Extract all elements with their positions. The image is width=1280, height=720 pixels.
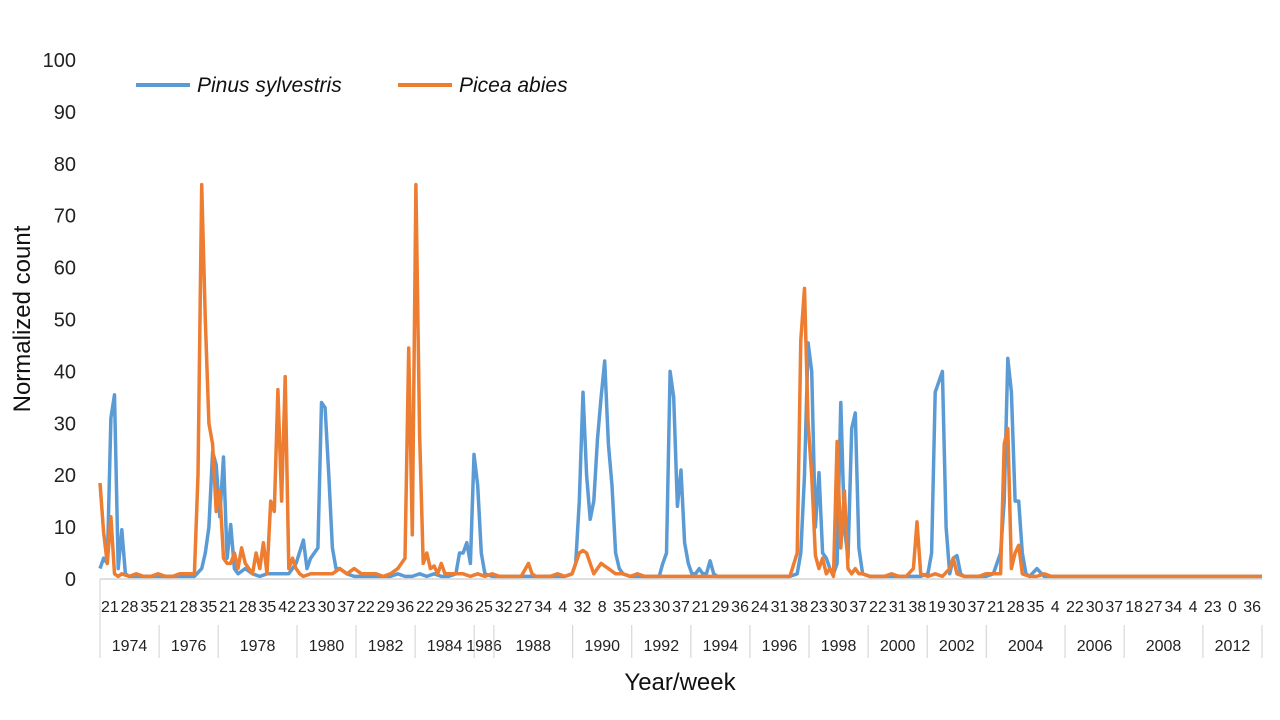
- x-tick-week-label: 23: [633, 599, 651, 616]
- x-tick-week-label: 4: [1189, 599, 1198, 616]
- x-tick-week-label: 36: [455, 599, 473, 616]
- x-tick-week-label: 8: [598, 599, 607, 616]
- x-tick-week-label: 22: [869, 599, 887, 616]
- x-axis-title: Year/week: [624, 669, 736, 696]
- x-tick-week-label: 35: [140, 599, 158, 616]
- x-tick-week-label: 28: [1007, 599, 1025, 616]
- y-axis: 0 10 20 30 40 50 60 70 80 90 100: [43, 50, 76, 591]
- legend-label-picea-abies: Picea abies: [459, 74, 568, 97]
- x-tick-week-label: 21: [692, 599, 710, 616]
- x-tick-week-label: 21: [987, 599, 1005, 616]
- x-tick-year-label: 1988: [515, 638, 551, 655]
- y-tick-label: 40: [54, 361, 76, 383]
- x-tick-year-label: 1980: [309, 638, 345, 655]
- x-tick-week-label: 34: [1164, 599, 1182, 616]
- x-tick-week-label: 23: [1204, 599, 1222, 616]
- x-tick-week-label: 29: [436, 599, 454, 616]
- x-tick-week-label: 30: [830, 599, 848, 616]
- x-tick-year-label: 2000: [880, 638, 916, 655]
- x-tick-year-label: 1984: [427, 638, 463, 655]
- series-layer: [98, 182, 1262, 579]
- y-tick-label: 0: [65, 569, 76, 591]
- y-tick-label: 30: [54, 413, 76, 435]
- x-tick-week-label: 22: [416, 599, 434, 616]
- x-tick-week-label: 18: [1125, 599, 1143, 616]
- x-tick-week-label: 22: [1066, 599, 1084, 616]
- y-tick-label: 60: [54, 258, 76, 280]
- x-tick-week-label: 37: [968, 599, 986, 616]
- x-tick-week-label: 21: [101, 599, 119, 616]
- x-tick-week-label: 37: [1105, 599, 1123, 616]
- y-tick-label: 80: [54, 154, 76, 176]
- x-tick-week-label: 31: [771, 599, 789, 616]
- x-tick-year-label: 2012: [1215, 638, 1251, 655]
- x-tick-year-label: 1994: [703, 638, 739, 655]
- x-tick-week-label: 28: [180, 599, 198, 616]
- x-tick-week-label: 0: [1228, 599, 1237, 616]
- legend: Pinus sylvestris Picea abies: [136, 74, 568, 97]
- x-tick-week-label: 28: [239, 599, 257, 616]
- x-tick-week-label: 32: [495, 599, 513, 616]
- x-tick-year-label: 1974: [112, 638, 148, 655]
- x-tick-week-label: 29: [711, 599, 729, 616]
- x-tick-week-label: 30: [318, 599, 336, 616]
- x-tick-year-label: 2002: [939, 638, 975, 655]
- y-tick-label: 90: [54, 102, 76, 124]
- x-tick-week-label: 27: [1145, 599, 1163, 616]
- x-tick-week-label: 30: [1086, 599, 1104, 616]
- x-tick-year-label: 1998: [821, 638, 857, 655]
- x-tick-week-label: 22: [357, 599, 375, 616]
- y-tick-label: 10: [54, 517, 76, 539]
- x-tick-year-label: 1996: [762, 638, 798, 655]
- x-tick-week-label: 30: [652, 599, 670, 616]
- x-tick-year-label: 1990: [584, 638, 620, 655]
- x-tick-week-label: 35: [259, 599, 277, 616]
- x-tick-week-label: 35: [613, 599, 631, 616]
- x-tick-year-label: 2008: [1146, 638, 1182, 655]
- x-tick-week-label: 27: [515, 599, 533, 616]
- x-tick-year-label: 2004: [1008, 638, 1044, 655]
- x-tick-week-label: 29: [377, 599, 395, 616]
- x-tick-week-label: 4: [1051, 599, 1060, 616]
- y-tick-label: 70: [54, 206, 76, 228]
- x-tick-week-label: 36: [396, 599, 414, 616]
- x-tick-week-label: 35: [199, 599, 217, 616]
- y-tick-label: 50: [54, 310, 76, 332]
- x-tick-week-label: 25: [475, 599, 493, 616]
- x-tick-week-label: 19: [928, 599, 946, 616]
- x-tick-week-label: 23: [298, 599, 316, 616]
- x-tick-week-label: 42: [278, 599, 296, 616]
- y-tick-label: 20: [54, 465, 76, 487]
- x-tick-week-label: 38: [908, 599, 926, 616]
- x-tick-year-label: 1976: [171, 638, 207, 655]
- x-tick-week-label: 36: [731, 599, 749, 616]
- series-line-picea-abies: [98, 182, 1262, 579]
- x-tick-week-label: 37: [672, 599, 690, 616]
- x-tick-week-label: 24: [751, 599, 769, 616]
- x-tick-week-label: 38: [790, 599, 808, 616]
- x-tick-year-label: 1986: [466, 638, 502, 655]
- x-tick-year-label: 1978: [240, 638, 276, 655]
- x-tick-week-label: 37: [849, 599, 867, 616]
- x-tick-week-label: 28: [121, 599, 139, 616]
- legend-label-pinus-sylvestris: Pinus sylvestris: [197, 74, 342, 97]
- x-tick-week-label: 21: [160, 599, 178, 616]
- x-tick-year-label: 1982: [368, 638, 404, 655]
- x-tick-week-label: 35: [1027, 599, 1045, 616]
- x-tick-year-label: 2006: [1077, 638, 1113, 655]
- x-tick-week-label: 31: [889, 599, 907, 616]
- y-axis-title: Normalized count: [9, 225, 36, 412]
- x-tick-week-label: 37: [337, 599, 355, 616]
- x-tick-week-label: 32: [574, 599, 592, 616]
- x-tick-week-label: 4: [558, 599, 567, 616]
- x-tick-week-label: 30: [948, 599, 966, 616]
- x-tick-week-label: 21: [219, 599, 237, 616]
- x-tick-week-label: 36: [1243, 599, 1261, 616]
- x-tick-week-label: 34: [534, 599, 552, 616]
- x-tick-week-label: 23: [810, 599, 828, 616]
- y-tick-label: 100: [43, 50, 76, 72]
- x-tick-year-label: 1992: [644, 638, 680, 655]
